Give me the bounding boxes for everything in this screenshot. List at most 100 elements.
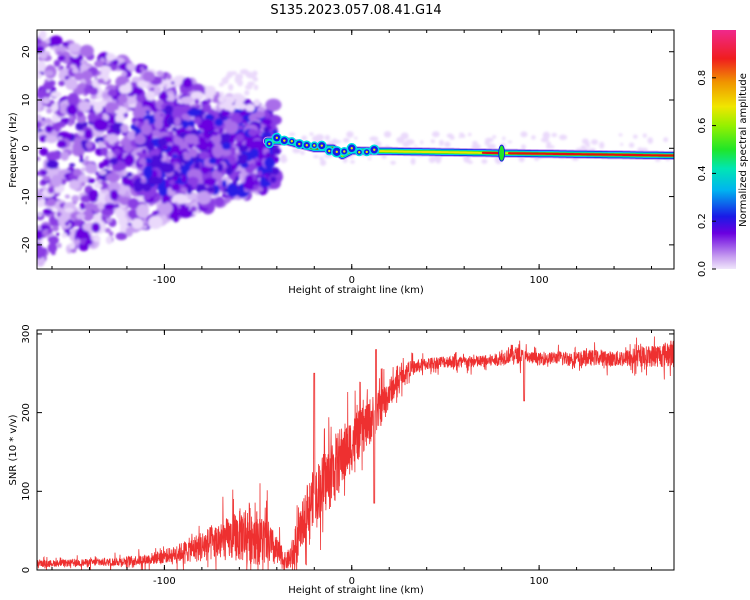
spectrogram-cell — [166, 116, 174, 126]
spectrogram-cell — [64, 221, 70, 226]
spectrogram-cell — [458, 135, 463, 139]
spectrogram-cell — [350, 160, 355, 164]
spectrogram-cell — [47, 242, 58, 254]
spectrogram-cell — [179, 96, 194, 105]
spectrogram-cell — [218, 95, 225, 103]
spectrogram-cell — [253, 184, 259, 190]
spectrogram-cell — [47, 186, 55, 194]
spectrogram-cell — [174, 122, 180, 127]
spectrogram-cell — [248, 114, 257, 122]
spectrogram-cell — [72, 67, 79, 74]
spectrogram-cell — [105, 172, 121, 183]
spectrogram-cell — [37, 72, 43, 80]
spectrogram-cell — [142, 71, 156, 82]
spectrogram-cell — [228, 83, 234, 91]
spectrogram-cell — [47, 228, 53, 234]
spectrogram-cell — [93, 118, 109, 132]
spectrogram-cell — [147, 141, 154, 151]
spectrogram-cell — [204, 85, 216, 97]
spectrogram-cell — [99, 65, 112, 75]
spectrogram-cell — [433, 155, 440, 161]
spectrogram-cell — [118, 84, 132, 94]
spectrogram-cell — [81, 182, 86, 187]
spectrogram-cell — [403, 133, 408, 137]
spectrogram-y-ticks: -20 -10 0 10 20 — [21, 45, 674, 253]
spectrogram-cell — [89, 86, 99, 96]
spectrogram-cell — [157, 201, 173, 216]
spectrogram-cell — [313, 155, 319, 159]
spectrogram-cell — [39, 51, 48, 60]
spectrogram-ridge-node-core — [358, 151, 361, 154]
spectrogram-cell — [484, 140, 490, 146]
spectrogram-cell — [109, 189, 119, 201]
spectrogram-cell — [111, 59, 119, 66]
spectrogram-cell — [71, 195, 80, 203]
spectrogram-cell — [115, 208, 126, 220]
spectrogram-cell — [265, 98, 282, 112]
spectrogram-x-ticks: -100 0 100 — [51, 30, 653, 286]
spectrogram-cell — [97, 140, 105, 149]
spectrogram-cell — [531, 135, 536, 140]
spectrogram-cell — [254, 111, 266, 119]
x-tick-label: 0 — [349, 576, 355, 587]
spectrogram-cell — [336, 140, 341, 144]
spectrogram-cell — [154, 110, 166, 122]
spectrogram-cell — [104, 202, 116, 211]
spectrogram-y-label: Frequency (Hz) — [8, 112, 19, 188]
spectrogram-cell — [559, 134, 568, 141]
spectrogram-cell — [181, 174, 187, 183]
spectrogram-cell — [244, 174, 254, 187]
colorbar-label: Normalized spectral amplitude — [738, 73, 749, 227]
spectrogram-ridge-node-core — [343, 150, 346, 153]
spectrogram-cell — [56, 50, 63, 56]
spectrogram-cell — [44, 70, 54, 77]
spectrogram-cell — [198, 151, 210, 160]
spectrogram-cell — [230, 71, 237, 75]
spectrogram-cell — [170, 183, 181, 192]
spectrogram-cell — [158, 137, 168, 147]
spectrogram-cell — [367, 157, 372, 161]
spectrogram-cell — [156, 70, 164, 77]
spectrogram-cell — [106, 133, 119, 144]
spectrogram-cell — [171, 126, 178, 132]
spectrogram-cell — [247, 81, 255, 87]
spectrogram-cell — [148, 215, 163, 230]
spectrogram-cell — [49, 35, 63, 46]
spectrogram-cell — [300, 150, 305, 155]
spectrogram-ridge-node-core — [328, 149, 331, 153]
spectrogram-cell — [98, 136, 105, 142]
spectrogram-cell — [141, 148, 147, 154]
spectrogram-cell — [127, 96, 135, 105]
spectrogram-cell — [80, 238, 86, 245]
spectrogram-cell — [125, 226, 133, 237]
spectrogram-cell — [142, 182, 152, 192]
spectrogram-cell — [492, 135, 497, 139]
spectrogram-cell — [142, 225, 148, 229]
spectrogram-cell — [97, 78, 105, 84]
spectrogram-cell — [68, 42, 81, 53]
spectrogram-cell — [84, 129, 93, 140]
spectrogram-cell — [53, 59, 61, 67]
spectrogram-cell — [46, 198, 56, 207]
spectrogram-cell — [86, 239, 93, 246]
snr-panel: -100 0 100 0 100 200 300 Height of straight l… — [8, 324, 675, 596]
spectrogram-cell — [54, 121, 66, 128]
spectrogram-cell — [166, 73, 172, 80]
spectrogram-cell — [37, 213, 43, 217]
colorbar: 0.0 0.2 0.4 0.6 0.8 Normalized spectral ampl… — [697, 30, 749, 277]
spectrogram-cell — [75, 227, 90, 241]
spectrogram-cell — [405, 139, 415, 145]
spectrogram-cell — [93, 235, 101, 243]
spectrogram-cell — [64, 54, 70, 62]
x-tick-label: -100 — [153, 576, 176, 587]
spectrogram-cell — [41, 97, 51, 104]
colorbar-ticks: 0.0 0.2 0.4 0.6 0.8 — [697, 70, 716, 277]
spectrogram-cell — [259, 180, 271, 188]
spectrogram-cell — [172, 154, 178, 159]
spectrogram-cell — [64, 207, 74, 213]
spectrogram-cell — [120, 124, 129, 133]
spectrogram-cell — [235, 134, 244, 142]
spectrogram-cell — [78, 100, 91, 112]
spectrogram-ridge-node-core — [275, 136, 279, 140]
spectrogram-cell — [239, 95, 246, 103]
